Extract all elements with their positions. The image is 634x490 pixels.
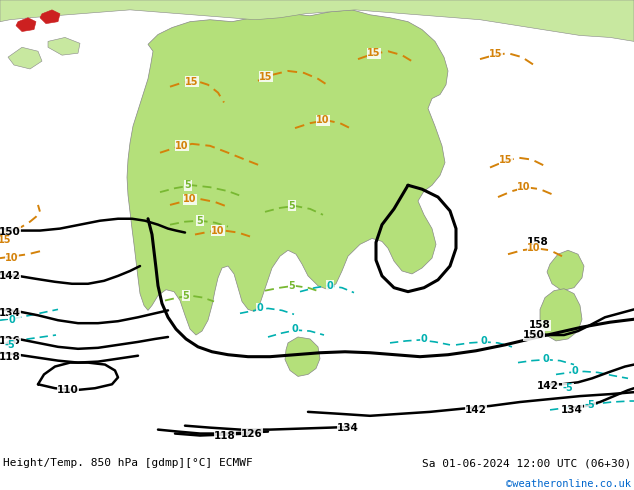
Text: 5: 5 — [183, 291, 190, 300]
Polygon shape — [540, 289, 582, 341]
Text: 142: 142 — [0, 271, 21, 281]
Text: 134: 134 — [561, 405, 583, 415]
Text: 15: 15 — [259, 72, 273, 82]
Text: 134: 134 — [0, 308, 21, 318]
Text: 158: 158 — [527, 237, 549, 247]
Text: 10: 10 — [527, 244, 541, 253]
Text: 150: 150 — [523, 330, 545, 340]
Text: 15: 15 — [0, 235, 12, 245]
Text: 110: 110 — [57, 385, 79, 395]
Text: 10: 10 — [316, 115, 330, 125]
Text: 5: 5 — [184, 180, 191, 190]
Text: 0: 0 — [9, 315, 15, 325]
Text: 126: 126 — [241, 429, 263, 439]
Text: Sa 01-06-2024 12:00 UTC (06+30): Sa 01-06-2024 12:00 UTC (06+30) — [422, 458, 631, 468]
Polygon shape — [285, 337, 320, 376]
Text: 15: 15 — [367, 48, 381, 58]
Text: 10: 10 — [517, 182, 531, 192]
Text: 0: 0 — [543, 354, 550, 364]
Text: 10: 10 — [175, 141, 189, 151]
Text: 126: 126 — [0, 336, 21, 346]
Text: -5: -5 — [562, 383, 573, 393]
Text: 0: 0 — [327, 281, 333, 291]
Text: -5: -5 — [4, 340, 15, 350]
Text: 118: 118 — [214, 432, 236, 441]
Text: 142: 142 — [537, 381, 559, 391]
Polygon shape — [0, 0, 634, 41]
Text: 142: 142 — [465, 405, 487, 415]
Polygon shape — [547, 250, 584, 291]
Text: 150: 150 — [0, 226, 21, 237]
Text: 15: 15 — [185, 77, 198, 87]
Polygon shape — [48, 37, 80, 55]
Text: 15: 15 — [489, 49, 503, 59]
Text: 0: 0 — [257, 303, 263, 314]
Text: 158: 158 — [529, 320, 551, 330]
Text: 10: 10 — [183, 194, 197, 204]
Text: 10: 10 — [5, 253, 19, 263]
Text: ©weatheronline.co.uk: ©weatheronline.co.uk — [506, 479, 631, 489]
Polygon shape — [8, 48, 42, 69]
Text: 10: 10 — [211, 225, 224, 236]
Text: 0: 0 — [292, 324, 299, 334]
Text: 0: 0 — [572, 367, 578, 376]
Text: 15: 15 — [499, 155, 513, 165]
Text: 118: 118 — [0, 352, 21, 362]
Text: 134: 134 — [337, 423, 359, 433]
Text: Height/Temp. 850 hPa [gdmp][°C] ECMWF: Height/Temp. 850 hPa [gdmp][°C] ECMWF — [3, 458, 253, 468]
Text: -5: -5 — [585, 400, 595, 410]
Text: 0: 0 — [481, 336, 488, 346]
Polygon shape — [127, 10, 448, 335]
Polygon shape — [40, 10, 60, 24]
Text: 5: 5 — [288, 201, 295, 211]
Text: 5: 5 — [197, 216, 204, 226]
Text: 0: 0 — [420, 334, 427, 344]
Polygon shape — [16, 18, 36, 31]
Text: 5: 5 — [288, 281, 295, 291]
